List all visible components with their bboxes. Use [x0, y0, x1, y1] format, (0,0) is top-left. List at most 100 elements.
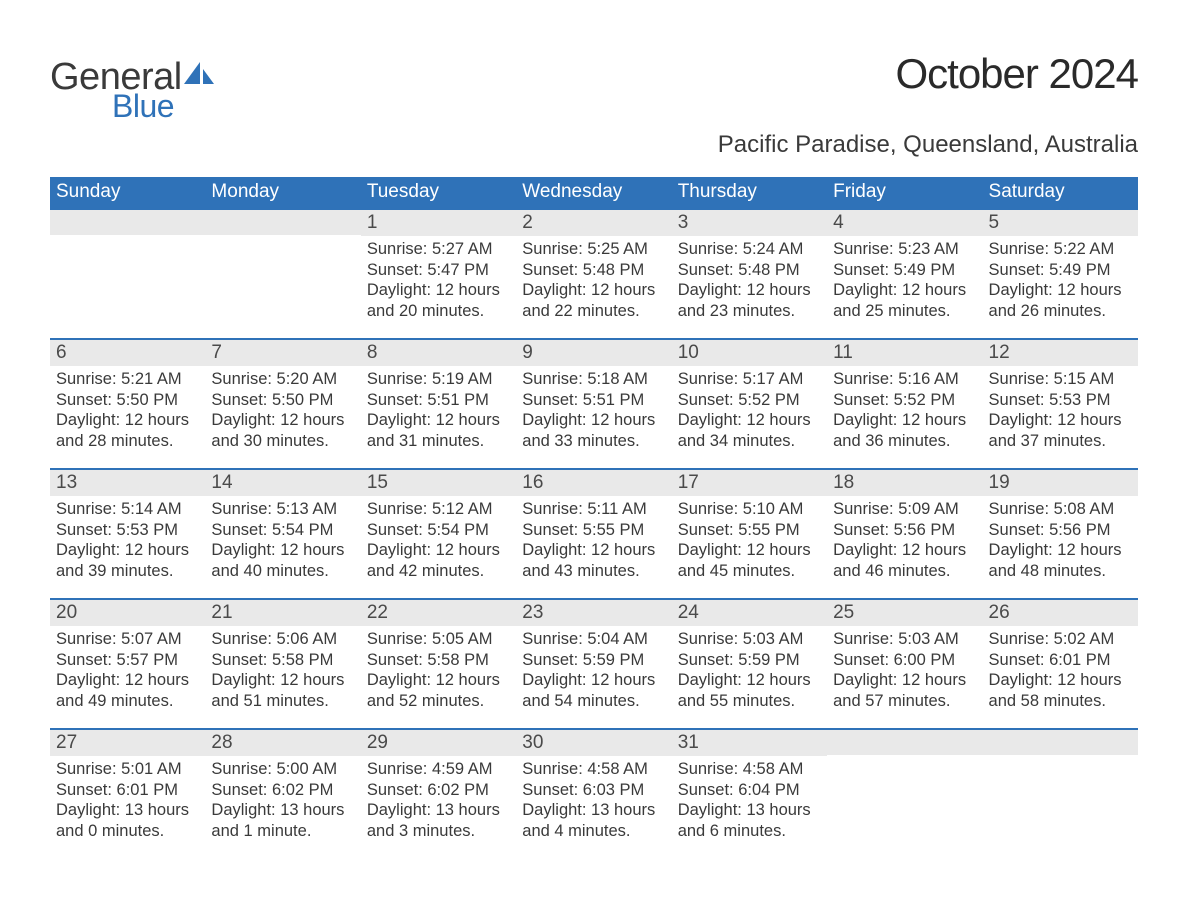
sunset-line: Sunset: 5:57 PM: [56, 650, 199, 671]
sunrise-line: Sunrise: 5:06 AM: [211, 629, 354, 650]
day-number: 14: [211, 472, 232, 493]
day-number: 20: [56, 602, 77, 623]
day-body: Sunrise: 5:01 AMSunset: 6:01 PMDaylight:…: [50, 756, 205, 842]
daylight-line: Daylight: 13 hours and 6 minutes.: [678, 800, 821, 841]
day-number-row: 29: [361, 730, 516, 756]
day-body: Sunrise: 5:07 AMSunset: 5:57 PMDaylight:…: [50, 626, 205, 712]
sunrise-line: Sunrise: 5:19 AM: [367, 369, 510, 390]
day-body: Sunrise: 5:09 AMSunset: 5:56 PMDaylight:…: [827, 496, 982, 582]
sunrise-line: Sunrise: 5:21 AM: [56, 369, 199, 390]
sunrise-line: Sunrise: 5:03 AM: [678, 629, 821, 650]
calendar-day: 18 Sunrise: 5:09 AMSunset: 5:56 PMDayligh…: [827, 470, 982, 598]
day-number: 6: [56, 342, 67, 363]
daylight-line: Daylight: 12 hours and 55 minutes.: [678, 670, 821, 711]
sunset-line: Sunset: 5:50 PM: [211, 390, 354, 411]
sunset-line: Sunset: 5:53 PM: [56, 520, 199, 541]
sunrise-line: Sunrise: 5:24 AM: [678, 239, 821, 260]
day-body: Sunrise: 5:10 AMSunset: 5:55 PMDaylight:…: [672, 496, 827, 582]
day-number: 2: [522, 212, 533, 233]
day-number-row: 5: [983, 210, 1138, 236]
calendar-day: 27 Sunrise: 5:01 AMSunset: 6:01 PMDayligh…: [50, 730, 205, 858]
day-number-row: 7: [205, 340, 360, 366]
calendar-day: 13Sunrise: 5:14 AMSunset: 5:53 PMDayligh…: [50, 470, 205, 598]
sunset-line: Sunset: 5:52 PM: [833, 390, 976, 411]
sunrise-line: Sunrise: 5:11 AM: [522, 499, 665, 520]
day-number: 25: [833, 602, 854, 623]
logo-sail-icon: [184, 62, 214, 92]
daylight-line: Daylight: 12 hours and 26 minutes.: [989, 280, 1132, 321]
calendar-day: 31Sunrise: 4:58 AMSunset: 6:04 PMDayligh…: [672, 730, 827, 858]
day-body: Sunrise: 5:00 AMSunset: 6:02 PMDaylight:…: [205, 756, 360, 842]
sunset-line: Sunset: 5:51 PM: [522, 390, 665, 411]
sunrise-line: Sunrise: 5:27 AM: [367, 239, 510, 260]
daylight-line: Daylight: 12 hours and 34 minutes.: [678, 410, 821, 451]
day-number: 5: [989, 212, 1000, 233]
sunset-line: Sunset: 5:58 PM: [367, 650, 510, 671]
dow-header: Wednesday: [516, 177, 671, 208]
day-number-row: 21: [205, 600, 360, 626]
logo: General Blue: [50, 50, 214, 125]
sunrise-line: Sunrise: 5:04 AM: [522, 629, 665, 650]
daylight-line: Daylight: 12 hours and 23 minutes.: [678, 280, 821, 321]
day-number-row: 2: [516, 210, 671, 236]
day-number: 19: [989, 472, 1010, 493]
sunset-line: Sunset: 6:00 PM: [833, 650, 976, 671]
sunset-line: Sunset: 5:52 PM: [678, 390, 821, 411]
day-number-row: 19: [983, 470, 1138, 496]
day-number-row: 4: [827, 210, 982, 236]
day-number-row: 31: [672, 730, 827, 756]
day-body: Sunrise: 5:21 AMSunset: 5:50 PMDaylight:…: [50, 366, 205, 452]
day-body: Sunrise: 5:04 AMSunset: 5:59 PMDaylight:…: [516, 626, 671, 712]
sunrise-line: Sunrise: 5:08 AM: [989, 499, 1132, 520]
day-number-row: 26: [983, 600, 1138, 626]
sunrise-line: Sunrise: 5:01 AM: [56, 759, 199, 780]
sunset-line: Sunset: 5:47 PM: [367, 260, 510, 281]
sunset-line: Sunset: 5:56 PM: [833, 520, 976, 541]
day-number: 28: [211, 732, 232, 753]
day-number: 27: [56, 732, 77, 753]
calendar-day: 10Sunrise: 5:17 AMSunset: 5:52 PMDayligh…: [672, 340, 827, 468]
daylight-line: Daylight: 12 hours and 46 minutes.: [833, 540, 976, 581]
sunrise-line: Sunrise: 5:25 AM: [522, 239, 665, 260]
sunset-line: Sunset: 5:59 PM: [678, 650, 821, 671]
sunrise-line: Sunrise: 5:14 AM: [56, 499, 199, 520]
calendar-day: 2 Sunrise: 5:25 AMSunset: 5:48 PMDaylight…: [516, 210, 671, 338]
sunset-line: Sunset: 5:59 PM: [522, 650, 665, 671]
calendar-day: 12Sunrise: 5:15 AMSunset: 5:53 PMDayligh…: [983, 340, 1138, 468]
sunrise-line: Sunrise: 5:16 AM: [833, 369, 976, 390]
title-block: October 2024: [895, 50, 1138, 98]
day-number: 13: [56, 472, 77, 493]
day-body: Sunrise: 5:27 AMSunset: 5:47 PMDaylight:…: [361, 236, 516, 322]
daylight-line: Daylight: 13 hours and 4 minutes.: [522, 800, 665, 841]
sunrise-line: Sunrise: 5:07 AM: [56, 629, 199, 650]
sunset-line: Sunset: 5:48 PM: [522, 260, 665, 281]
day-body: Sunrise: 5:12 AMSunset: 5:54 PMDaylight:…: [361, 496, 516, 582]
day-number: 18: [833, 472, 854, 493]
day-body: Sunrise: 5:11 AMSunset: 5:55 PMDaylight:…: [516, 496, 671, 582]
day-number-row: 16: [516, 470, 671, 496]
day-number-row: 28: [205, 730, 360, 756]
day-number-row: 8: [361, 340, 516, 366]
daylight-line: Daylight: 12 hours and 22 minutes.: [522, 280, 665, 321]
sunset-line: Sunset: 6:01 PM: [56, 780, 199, 801]
day-number: 1: [367, 212, 378, 233]
calendar-day-empty: [205, 210, 360, 338]
day-number-row: 24: [672, 600, 827, 626]
day-number-row: 14: [205, 470, 360, 496]
calendar-day: 22Sunrise: 5:05 AMSunset: 5:58 PMDayligh…: [361, 600, 516, 728]
calendar: SundayMondayTuesdayWednesdayThursdayFrid…: [50, 177, 1138, 858]
day-body: Sunrise: 5:03 AMSunset: 5:59 PMDaylight:…: [672, 626, 827, 712]
calendar-day-empty: [50, 210, 205, 338]
calendar-day: 14 Sunrise: 5:13 AMSunset: 5:54 PMDayligh…: [205, 470, 360, 598]
day-body: Sunrise: 5:13 AMSunset: 5:54 PMDaylight:…: [205, 496, 360, 582]
calendar-day: 20 Sunrise: 5:07 AMSunset: 5:57 PMDayligh…: [50, 600, 205, 728]
daylight-line: Daylight: 12 hours and 28 minutes.: [56, 410, 199, 451]
sunset-line: Sunset: 6:02 PM: [367, 780, 510, 801]
sunrise-line: Sunrise: 5:13 AM: [211, 499, 354, 520]
sunrise-line: Sunrise: 5:12 AM: [367, 499, 510, 520]
day-body: Sunrise: 5:15 AMSunset: 5:53 PMDaylight:…: [983, 366, 1138, 452]
day-number-row: 9: [516, 340, 671, 366]
day-body: Sunrise: 5:25 AMSunset: 5:48 PMDaylight:…: [516, 236, 671, 322]
day-body: Sunrise: 4:58 AMSunset: 6:04 PMDaylight:…: [672, 756, 827, 842]
dow-header-row: SundayMondayTuesdayWednesdayThursdayFrid…: [50, 177, 1138, 208]
